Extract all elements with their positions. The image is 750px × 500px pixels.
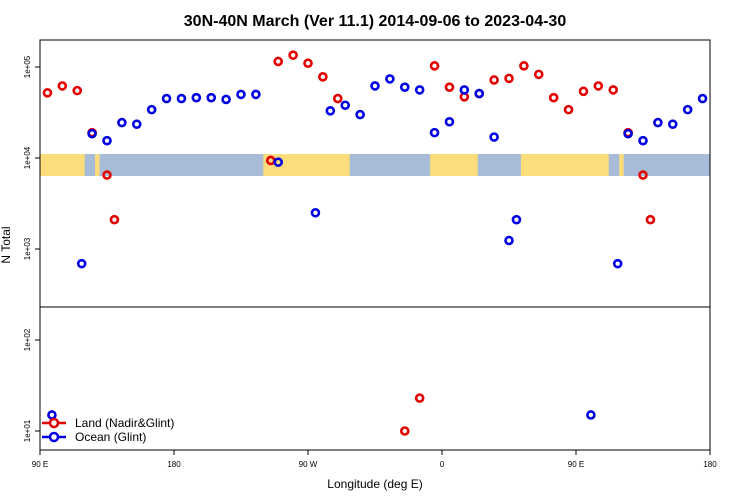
- land-data-point: [318, 72, 328, 82]
- ocean-data-point: [273, 157, 284, 167]
- land-data-point: [444, 82, 455, 92]
- land-data-point: [429, 61, 440, 71]
- land-data-point: [42, 88, 53, 98]
- ocean-data-point: [586, 410, 596, 420]
- ocean-data-point: [76, 258, 87, 269]
- y-axis: 1e+01 1e+02 1e+03 1e+04 1e+05: [23, 55, 40, 442]
- ocean-data-point: [623, 128, 633, 139]
- land-data-point: [399, 426, 410, 436]
- land-data-point: [72, 85, 83, 96]
- ocean-data-point: [87, 128, 97, 139]
- ocean-data-point: [682, 104, 693, 115]
- ocean-data-point: [251, 89, 261, 100]
- land-data-point: [548, 92, 559, 103]
- land-data-point: [504, 73, 514, 84]
- land-data-point: [57, 81, 68, 91]
- map-band-ocean: [40, 154, 710, 176]
- land-data-point: [332, 93, 343, 104]
- ocean-data-point: [47, 410, 57, 420]
- ocean-data-point: [474, 88, 485, 99]
- x-tick-label: 90 E: [32, 460, 48, 469]
- ocean-data-point: [697, 93, 708, 104]
- land-data-point: [102, 170, 112, 180]
- land-data-point: [608, 85, 619, 95]
- ocean-data-point: [459, 85, 470, 95]
- legend-label-ocean: Ocean (Glint): [75, 430, 146, 444]
- y-tick-label: 1e+03: [23, 237, 32, 260]
- ocean-data-point: [638, 135, 648, 146]
- ocean-data-point: [146, 104, 157, 115]
- ocean-data-point: [191, 92, 202, 103]
- land-segment: [619, 154, 624, 176]
- x-tick-label: 90 W: [299, 460, 318, 469]
- plot-frame: [39, 39, 711, 451]
- ocean-data-point: [236, 89, 246, 100]
- land-data-point: [303, 58, 313, 69]
- legend-marker-land: [48, 417, 60, 429]
- land-data-point: [593, 81, 604, 91]
- x-axis: 90 E 180 90 W 0 90 E 180: [32, 450, 717, 469]
- land-data-point: [645, 214, 656, 225]
- legend: Land (Nadir&Glint) Ocean (Glint): [42, 416, 174, 444]
- x-tick-label: 90 E: [568, 460, 584, 469]
- land-data-point: [288, 50, 298, 60]
- ocean-data-point: [414, 85, 425, 95]
- y-tick-label: 1e+01: [23, 419, 32, 442]
- ocean-data-point: [117, 117, 127, 128]
- ocean-data-point: [653, 117, 663, 128]
- ocean-data-point: [161, 93, 172, 104]
- land-data-point: [414, 393, 425, 403]
- chart-title: 30N-40N March (Ver 11.1) 2014-09-06 to 2…: [184, 13, 567, 30]
- x-tick-label: 0: [440, 460, 445, 469]
- ocean-data-point: [429, 127, 440, 138]
- ocean-data-point: [355, 109, 365, 120]
- ocean-data-point: [370, 81, 380, 91]
- land-data-point: [273, 56, 284, 67]
- ocean-data-point: [325, 106, 336, 116]
- ocean-data-point: [340, 100, 351, 111]
- land-segment: [95, 154, 100, 176]
- map-band-land: [40, 154, 624, 176]
- x-tick-label: 180: [167, 460, 181, 469]
- land-data-point: [109, 214, 120, 225]
- ocean-data-point: [221, 94, 231, 105]
- ocean-data-point: [131, 119, 142, 130]
- ocean-data-point: [504, 235, 514, 246]
- land-segment: [263, 154, 350, 176]
- ocean-data-point: [444, 116, 455, 127]
- y-axis-label: N Total: [0, 226, 13, 263]
- legend-marker-ocean: [48, 431, 60, 443]
- ocean-data-point: [489, 132, 499, 142]
- ocean-data-point: [176, 93, 187, 104]
- land-data-point: [533, 69, 544, 80]
- land-data-point: [489, 75, 499, 85]
- land-data-point: [519, 61, 529, 71]
- ocean-data-point: [385, 74, 395, 84]
- map-band: [40, 154, 710, 176]
- ocean-data-point: [511, 214, 522, 225]
- land-segment: [40, 154, 85, 176]
- x-axis-label: Longitude (deg E): [327, 477, 422, 491]
- ocean-data-point: [399, 82, 410, 92]
- land-data-point: [563, 104, 574, 115]
- y-tick-label: 1e+04: [23, 146, 32, 169]
- ocean-data-point: [102, 135, 112, 146]
- land-data-point: [578, 86, 589, 97]
- x-tick-label: 180: [703, 460, 717, 469]
- y-tick-label: 1e+02: [23, 328, 32, 351]
- ocean-data-point: [667, 119, 678, 130]
- land-segment: [430, 154, 478, 176]
- ocean-data-point: [612, 258, 623, 269]
- ocean-data-point: [310, 207, 321, 218]
- data-points: [42, 50, 708, 436]
- land-segment: [520, 154, 609, 176]
- y-tick-label: 1e+05: [23, 55, 32, 78]
- legend-label-land: Land (Nadir&Glint): [75, 416, 174, 430]
- land-data-point: [638, 170, 648, 180]
- ocean-data-point: [206, 92, 217, 103]
